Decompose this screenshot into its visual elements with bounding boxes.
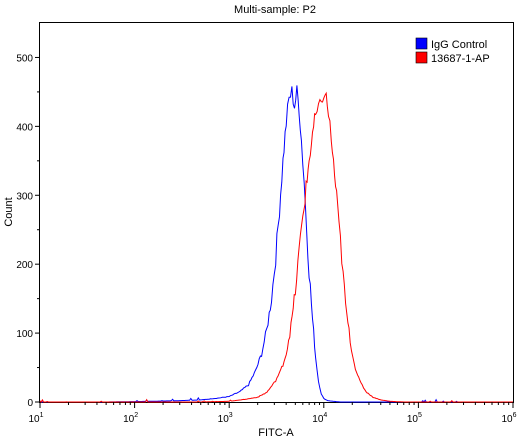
- y-tick-label: 400: [16, 122, 33, 133]
- x-tick-label: 105: [407, 412, 422, 425]
- x-tick-exponent: 2: [134, 412, 138, 419]
- series-line-2: [39, 91, 513, 403]
- x-tick-exponent: 6: [513, 412, 517, 419]
- plot-frame: [39, 22, 514, 403]
- legend-swatch-1: [415, 37, 428, 50]
- x-tick-exponent: 5: [418, 412, 422, 419]
- y-tick-label: 500: [16, 53, 33, 64]
- x-tick-exponent: 3: [229, 412, 233, 419]
- x-tick-exponent: 4: [323, 412, 327, 419]
- x-axis-label: FITC-A: [258, 427, 294, 439]
- legend-label-1: IgG Control: [431, 39, 487, 51]
- legend-swatch-2: [415, 51, 428, 64]
- legend: IgG Control 13687-1-AP: [415, 37, 490, 65]
- x-tick-exponent: 1: [40, 412, 44, 419]
- x-tick-label: 103: [218, 412, 233, 425]
- x-axis: 101 102 103 104 105 106: [28, 402, 517, 425]
- series-line-1: [40, 85, 513, 403]
- y-tick-label: 100: [16, 329, 33, 340]
- legend-label-2: 13687-1-AP: [431, 53, 490, 65]
- y-tick-label: 300: [16, 191, 33, 202]
- x-tick-label: 106: [501, 412, 516, 425]
- x-tick-label: 102: [123, 412, 138, 425]
- x-tick-label: 101: [28, 412, 43, 425]
- chart-title: Multi-sample: P2: [234, 4, 316, 16]
- y-axis: 0 100 200 300 400 500: [16, 53, 40, 409]
- y-tick-label: 0: [27, 398, 33, 409]
- plot-area: [39, 85, 513, 403]
- y-axis-label: Count: [3, 197, 15, 226]
- x-tick-label: 104: [312, 412, 327, 425]
- y-tick-label: 200: [16, 260, 33, 271]
